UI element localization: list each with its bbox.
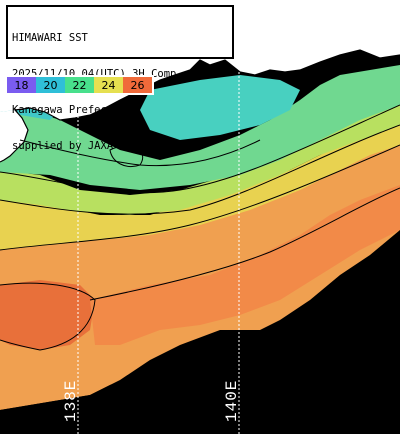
no-data-southeast [160, 230, 400, 434]
sst-zone-cyan [140, 75, 300, 140]
legend-item-22: 22 [65, 77, 94, 93]
land-izu-peninsula [0, 110, 28, 162]
legend-label: 20 [43, 78, 58, 92]
info-title: HIMAWARI SST [12, 32, 88, 44]
sst-zone-hot [0, 280, 95, 350]
legend-item-26: 26 [123, 77, 152, 93]
map-info-box: HIMAWARI SST 2025/11/10 04(UTC) 3H Comp.… [6, 5, 234, 152]
legend-label: 26 [130, 78, 145, 92]
legend-label: 24 [101, 78, 116, 92]
sst-zone-yellow [0, 120, 400, 250]
legend-item-20: 20 [36, 77, 65, 93]
legend-label: 22 [72, 78, 87, 92]
info-region: Kanagawa Prefecture [12, 104, 133, 116]
sst-zone-green-yellow [0, 100, 400, 215]
sst-zone-orange [90, 185, 400, 345]
longitude-label-140e: 140E [223, 379, 241, 422]
longitude-label-138e: 138E [62, 379, 80, 422]
graticule [77, 0, 240, 434]
contour-lines [0, 104, 400, 351]
info-credit: supplied by JAXA [12, 140, 114, 152]
legend-item-18: 18 [7, 77, 36, 93]
temperature-legend: 18 20 22 24 26 [5, 75, 154, 95]
legend-item-24: 24 [94, 77, 123, 93]
no-data-south [0, 372, 165, 434]
legend-label: 18 [14, 78, 29, 92]
